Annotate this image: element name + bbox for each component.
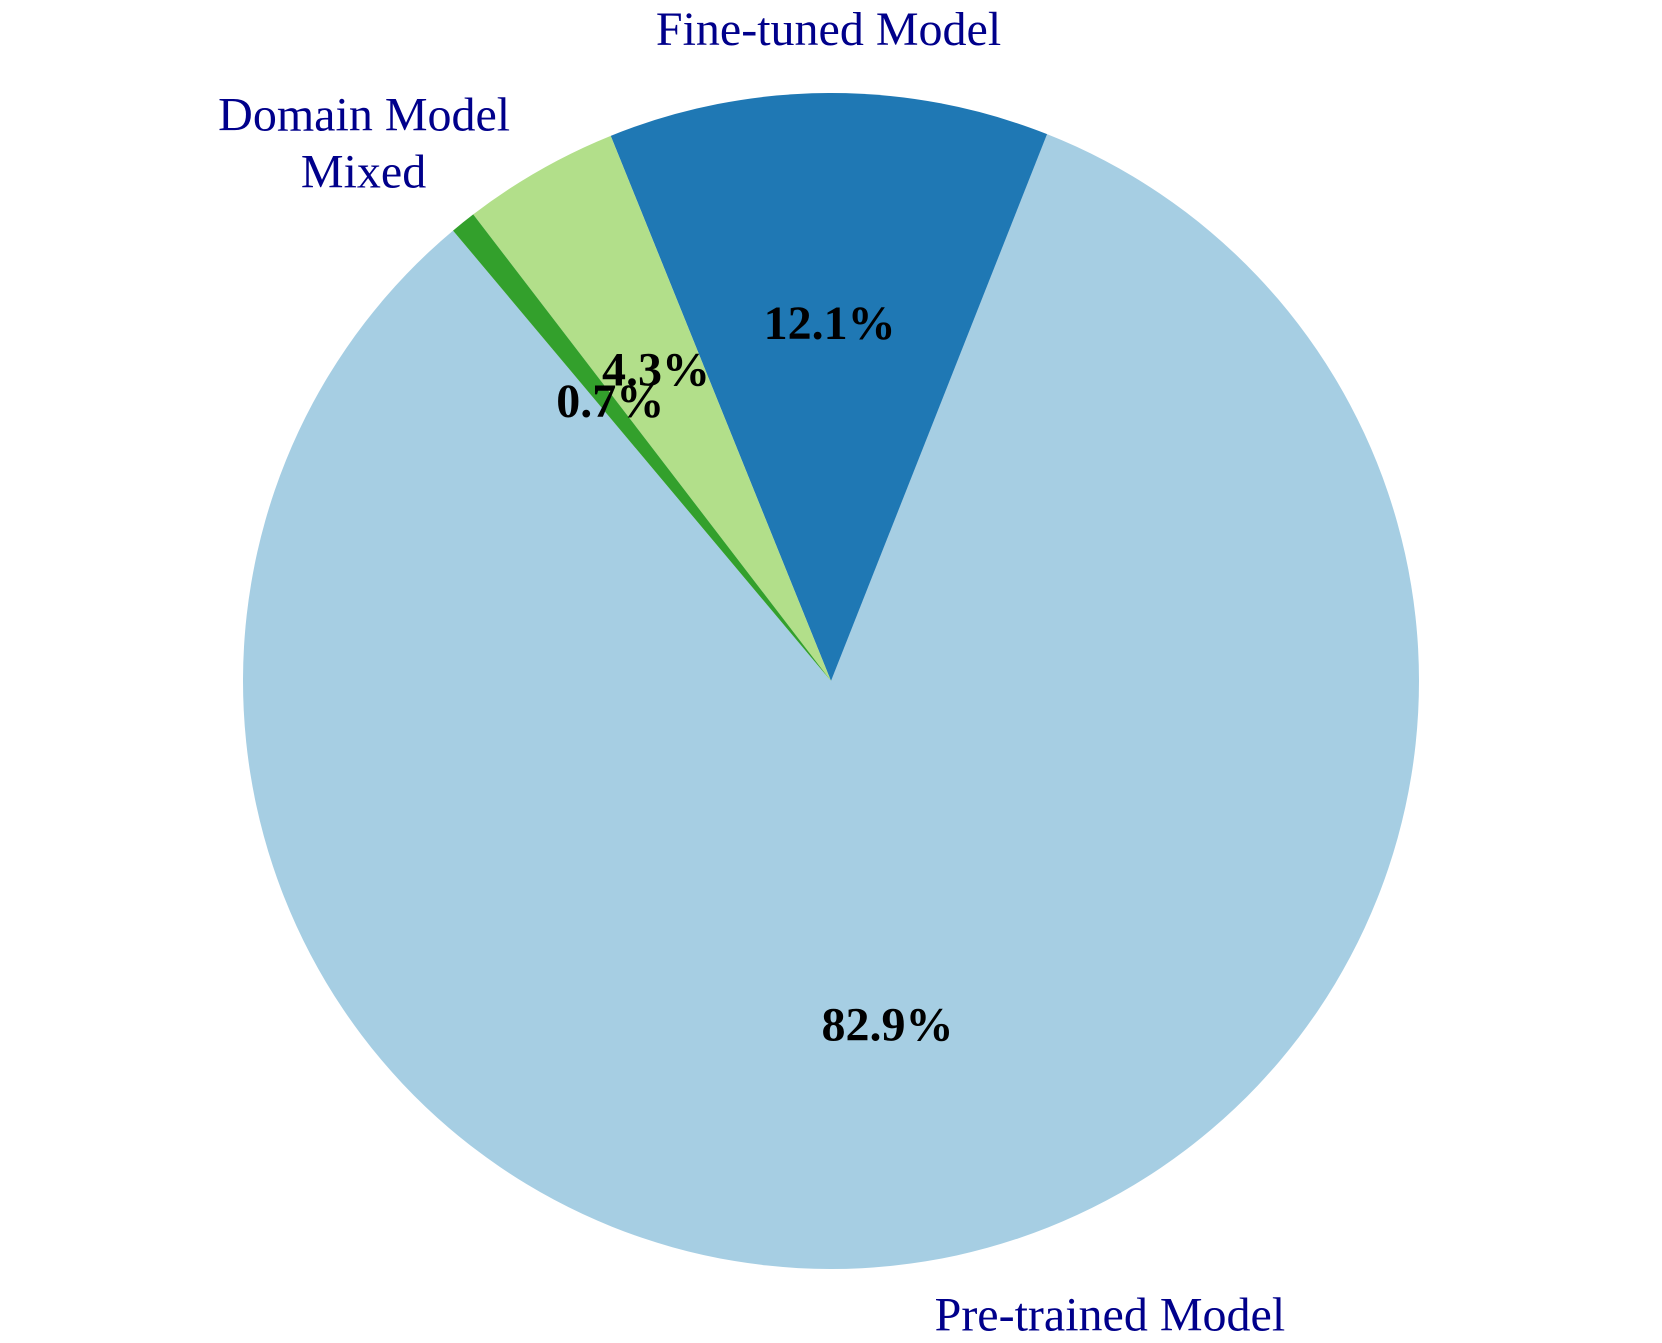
pie-labels: Pre-trained Model 82.9% Fine-tuned Model 12… bbox=[218, 3, 1285, 1341]
pct-label-mixed: 0.7% bbox=[556, 375, 664, 428]
slice-label-pre-trained-model: Pre-trained Model bbox=[935, 1288, 1286, 1341]
slice-label-domain-model: Domain Model bbox=[218, 88, 510, 141]
pie-slice-domain-model bbox=[473, 135, 831, 681]
pie-slice-mixed bbox=[453, 214, 831, 682]
pie-slice-pre-trained-model bbox=[243, 134, 1420, 1270]
pie-slices bbox=[243, 93, 1420, 1270]
pie-slice-fine-tuned-model bbox=[610, 93, 1048, 682]
slice-label-mixed: Mixed bbox=[301, 146, 426, 199]
slice-label-fine-tuned-model: Fine-tuned Model bbox=[656, 3, 1001, 56]
pct-label-pre-trained-model: 82.9% bbox=[822, 998, 954, 1051]
pct-label-fine-tuned-model: 12.1% bbox=[764, 297, 896, 350]
pct-label-domain-model: 4.3% bbox=[602, 344, 710, 397]
